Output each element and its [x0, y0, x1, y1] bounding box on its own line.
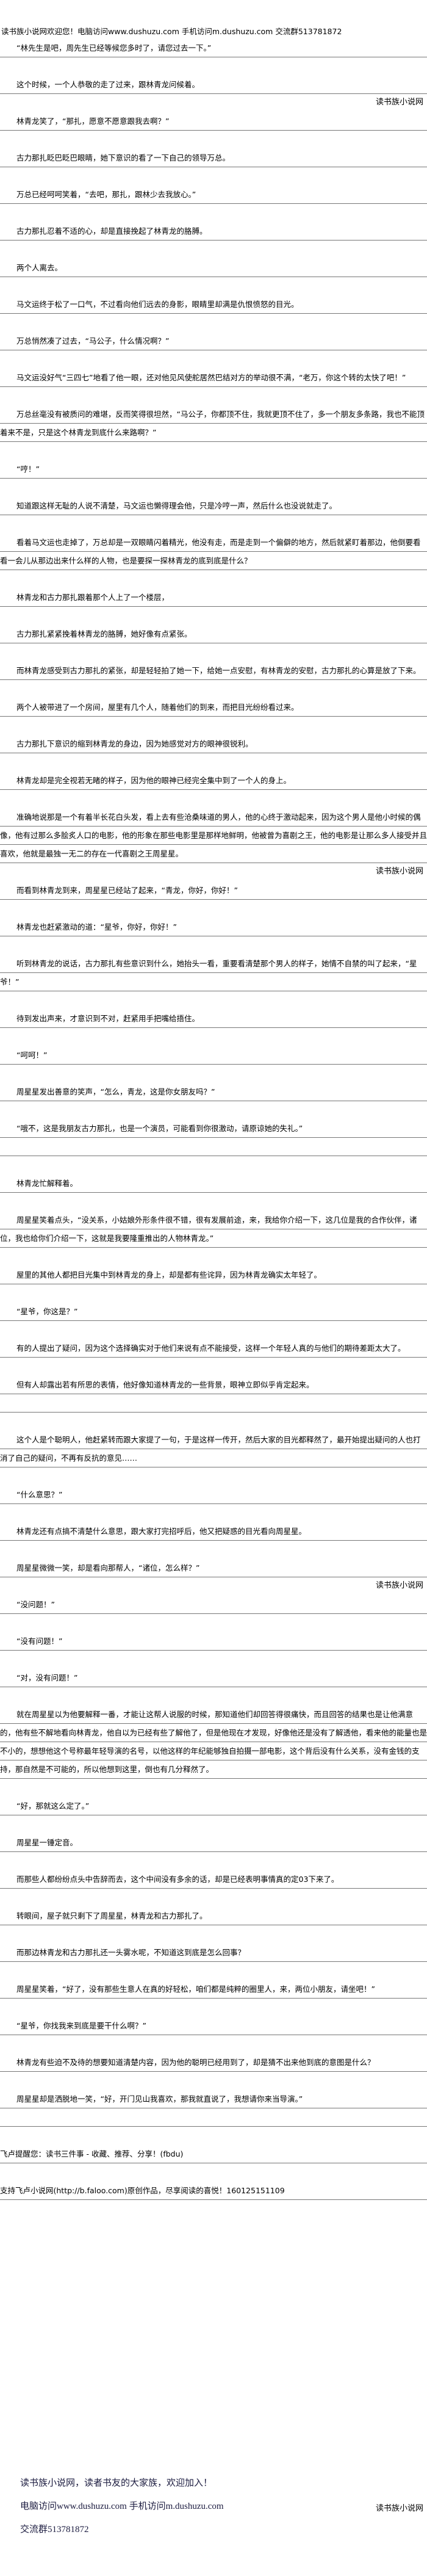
paragraph: 林青龙和古力那扎跟着那个人上了一个楼层，	[0, 588, 427, 625]
paragraph: 万总悄然凑了过去，“马公子，什么情况啊？”	[0, 332, 427, 369]
paragraph: “星爷，你找我来到底是要干什么啊？”	[0, 2017, 427, 2053]
paragraph: 周星星一锤定音。	[0, 1834, 427, 1870]
paragraph: 而那边林青龙和古力那扎还一头雾水呢，不知道这到底是怎么回事？	[0, 1944, 427, 1980]
paragraph: 屋里的其他人都把目光集中到林青龙的身上，却是都有些诧异，因为林青龙确实太年轻了。	[0, 1266, 427, 1303]
paragraph: “呵呵！”	[0, 1046, 427, 1083]
paragraph: 林青龙笑了，“那扎，愿意不愿意跟我去啊？”	[0, 112, 427, 149]
paragraph: “哼！”	[0, 460, 427, 497]
chapter-content: “林先生是吧，周先生已经等候您多时了，请您过去一下。” 这个时候，一个人恭敬的走了…	[0, 39, 427, 2218]
site-promo-block: 读书族小说网，读者书友的大家族，欢迎加入！ 电脑访问www.dushuzu.co…	[20, 2475, 224, 2545]
paragraph: 看着马文运也走掉了，万总却是一双眼睛闪着精光，他没有走，而是走到一个偏僻的地方，…	[0, 534, 427, 588]
paragraph: 古力那扎忍着不适的心，却是直接挽起了林青龙的胳膊。	[0, 222, 427, 259]
paragraph: 有的人提出了疑问，因为这个选择确实对于他们来说有点不能接受，这样一个年轻人真的与…	[0, 1339, 427, 1376]
site-header-banner: 读书族小说网欢迎您！电脑访问www.dushuzu.com 手机访问m.dush…	[1, 27, 342, 36]
paragraph: 古力那扎眨巴眨巴眼睛，她下意识的看了一下自己的领导万总。	[0, 149, 427, 186]
paragraph: 知道跟这样无耻的人说不清楚，马文运也懒得理会他，只是冷哼一声，然后什么也没说就走…	[0, 497, 427, 534]
paragraph: 林青龙忙解释着。	[0, 1174, 427, 1211]
paragraph: 而那些人都纷纷点头中告辞而去，这个中间没有多余的话，却是已经表明事情真的定03下…	[0, 1870, 427, 1907]
paragraph: 林青龙有些迫不及待的想要知道清楚内容，因为他的聪明已经用到了，却是猜不出来他到底…	[0, 2053, 427, 2090]
paragraph: 待到发出声来，才意识到不对，赶紧用手把嘴给捂住。	[0, 1010, 427, 1046]
paragraph: 但有人却露出若有所思的表情，他好像知道林青龙的一些背景，眼神立即似乎肯定起来。	[0, 1376, 427, 1431]
paragraph: 周星星发出善意的笑声，“怎么，青龙，这是你女朋友吗？”	[0, 1083, 427, 1120]
promo-slogan: 读书族小说网，读者书友的大家族，欢迎加入！	[20, 2478, 213, 2488]
paragraph: 周星星笑着，“好了，没有那些生意人在真的好轻松，咱们都是纯粹的圈里人，来，两位小…	[0, 1980, 427, 2017]
paragraph: 就在周星星以为他要解释一番，才能让这帮人说服的时候，那知道他们却回答得很痛快，而…	[0, 1706, 427, 1797]
paragraph: 准确地说那是一个有着半长花白头发，看上去有些沧桑味道的男人，他的心终于激动起来，…	[0, 808, 427, 881]
watermark: 读书族小说网	[375, 98, 423, 107]
paragraph: 听到林青龙的说话，古力那扎有些意识到什么，她抬头一看，重要看清楚那个男人的样子，…	[0, 955, 427, 1010]
paragraph: 周星星微微一笑，却是看向那帮人，“诸位，怎么样？”	[0, 1559, 427, 1596]
paragraph: “什么意思？”	[0, 1486, 427, 1522]
paragraph: 古力那扎下意识的缩到林青龙的身边，因为她感觉对方的眼神很锐利。	[0, 735, 427, 772]
paragraph: “对，没有问题！”	[0, 1669, 427, 1706]
paragraph: “没有问题！”	[0, 1632, 427, 1669]
watermark: 读书族小说网	[375, 867, 423, 876]
paragraph: 林青龙却是完全视若无睹的样子，因为他的眼神已经完全集中到了一个人的身上。	[0, 772, 427, 808]
paragraph: 这个时候，一个人恭敬的走了过来，跟林青龙问候着。	[0, 76, 427, 112]
paragraph: 万总丝毫没有被质问的难堪，反而笑得很坦然，“马公子，你都顶不住，我就更顶不住了，…	[0, 405, 427, 460]
watermark: 读书族小说网	[375, 2504, 423, 2513]
paragraph: 马文运终于松了一口气，不过看向他们远去的身影，眼睛里却满是仇恨愤怒的目光。	[0, 295, 427, 332]
paragraph: “林先生是吧，周先生已经等候您多时了，请您过去一下。”	[0, 39, 427, 76]
paragraph: 周星星笑着点头，“没关系，小姑娘外形条件很不错，很有发展前途，来，我给你介绍一下…	[0, 1211, 427, 1266]
paragraph: “哦不，这是我朋友古力那扎，也是一个演员，可能看到你很激动，请原谅她的失礼。”	[0, 1120, 427, 1174]
promo-group: 交流群513781872	[20, 2525, 89, 2534]
paragraph: 周星星却是洒脱地一笑，“好，开门见山我喜欢，那我就直说了，我想请你来当导演。”	[0, 2090, 427, 2145]
watermark: 读书族小说网	[375, 1581, 423, 1590]
promo-urls: 电脑访问www.dushuzu.com 手机访问m.dushuzu.com	[20, 2502, 224, 2511]
paragraph: 这个人是个聪明人，他赶紧转而跟大家提了一句，于是这样一传开，然后大家的目光都释然…	[0, 1431, 427, 1486]
paragraph: “好，那就这么定了。”	[0, 1797, 427, 1834]
paragraph: 林青龙还有点搞不清楚什么意思，跟大家打完招呼后，他又把疑惑的目光看向周星星。	[0, 1522, 427, 1559]
paragraph: “没问题！”	[0, 1596, 427, 1632]
paragraph: 万总已经呵呵笑着，“去吧，那扎，跟林少去我放心。”	[0, 186, 427, 222]
paragraph: 两个人离去。	[0, 259, 427, 295]
paragraph: 而林青龙感受到古力那扎的紧张，却是轻轻拍了她一下，给她一点安慰，有林青龙的安慰，…	[0, 662, 427, 698]
paragraph: 转眼间，屋子就只剩下了周星星，林青龙和古力那扎了。	[0, 1907, 427, 1944]
paragraph: 林青龙也赶紧激动的道：“星爷，你好，你好！”	[0, 918, 427, 955]
paragraph: 支持飞卢小说网(http://b.faloo.com)原创作品，尽享阅读的喜悦！…	[0, 2182, 427, 2218]
paragraph: 马文运没好气“三四七”地看了他一眼，还对他见风使舵居然巴结对方的举动很不满，“老…	[0, 369, 427, 405]
paragraph: “星爷，你这是？”	[0, 1303, 427, 1339]
paragraph: 而看到林青龙到来，周星星已经站了起来，“青龙，你好，你好！”	[0, 881, 427, 918]
paragraph: 两个人被带进了一个房间，屋里有几个人，随着他们的到来，而把目光纷纷看过来。	[0, 698, 427, 735]
paragraph: 飞卢提醒您：读书三件事 - 收藏、推荐、分享！(fbdu)	[0, 2145, 427, 2182]
paragraph: 古力那扎紧紧挽着林青龙的胳膊，她好像有点紧张。	[0, 625, 427, 662]
